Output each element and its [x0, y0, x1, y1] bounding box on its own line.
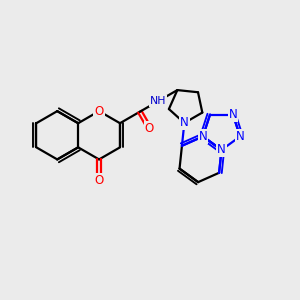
Text: N: N	[180, 116, 189, 130]
Text: N: N	[199, 130, 207, 143]
Text: O: O	[94, 174, 104, 187]
Text: N: N	[229, 108, 237, 121]
Text: NH: NH	[150, 96, 166, 106]
Text: N: N	[217, 143, 226, 156]
Text: O: O	[145, 122, 154, 135]
Text: N: N	[217, 143, 226, 156]
Text: N: N	[236, 130, 244, 143]
Text: O: O	[94, 105, 104, 118]
